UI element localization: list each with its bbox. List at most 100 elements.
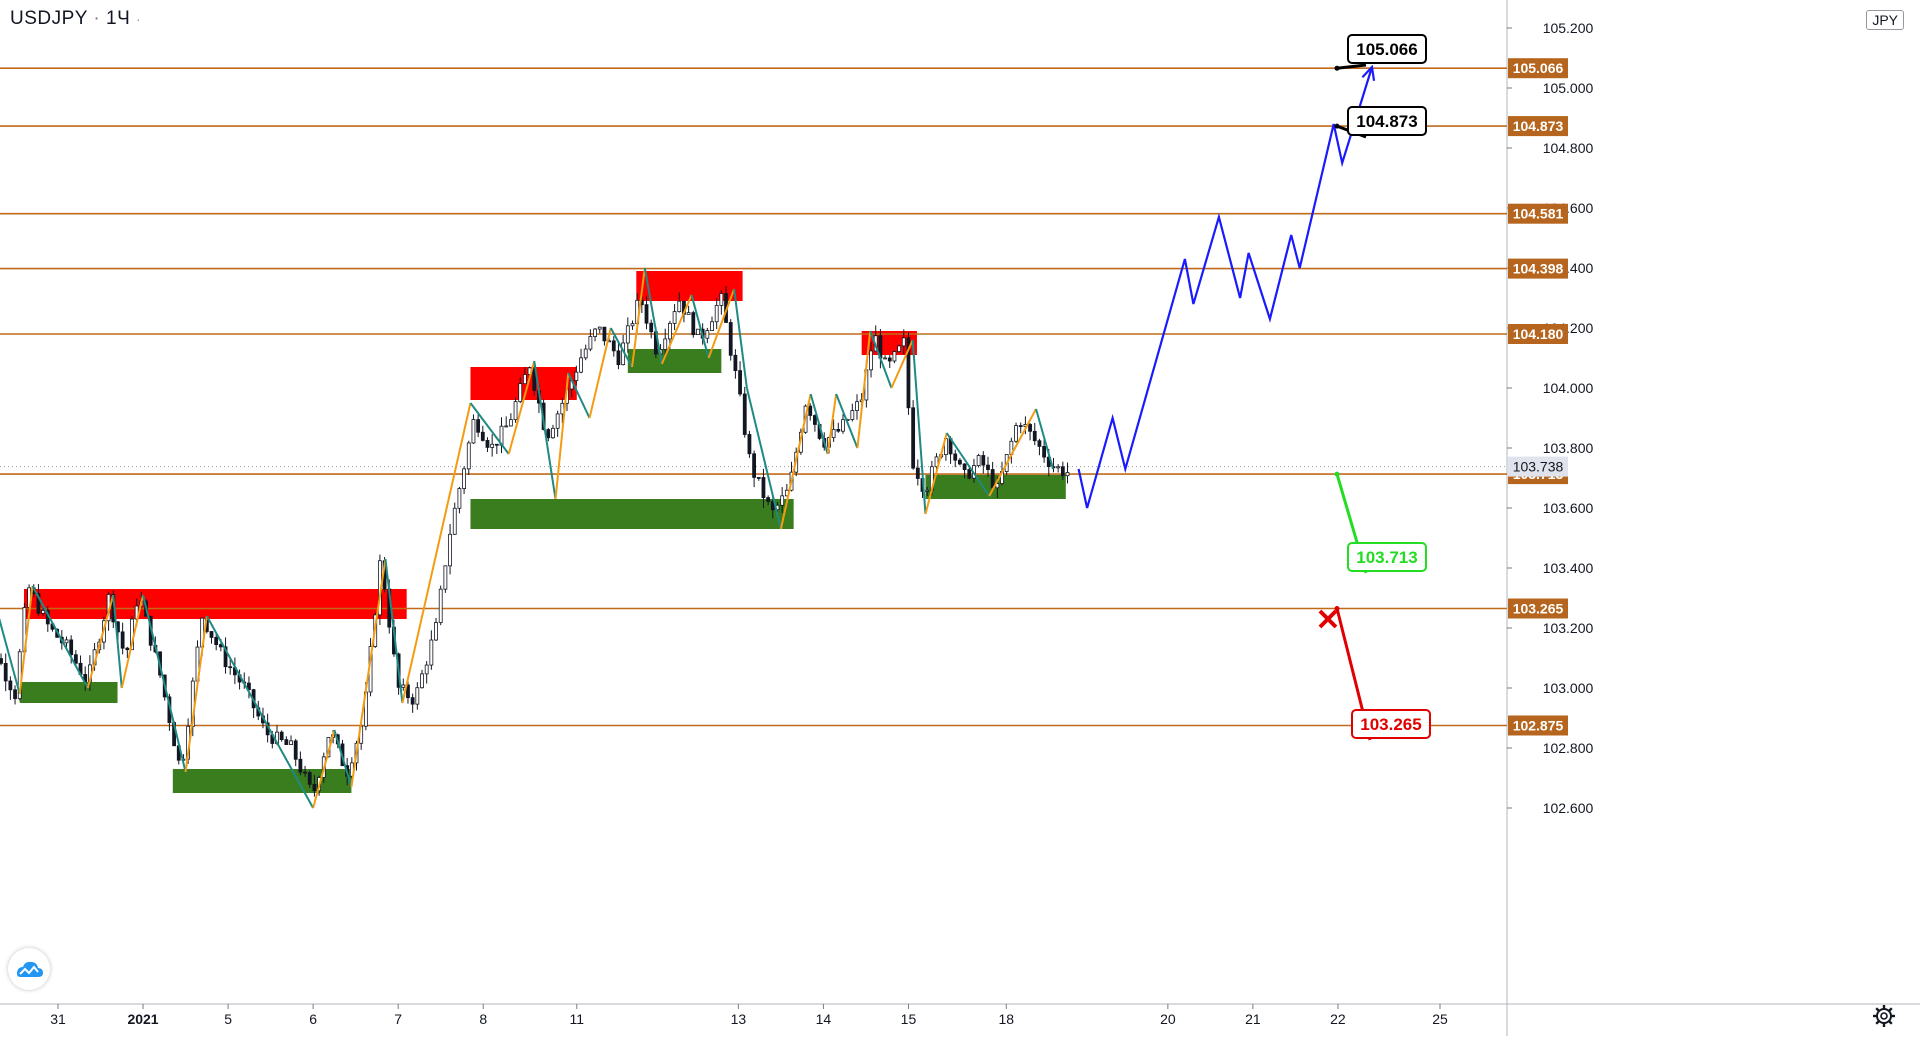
candle-body xyxy=(958,459,962,465)
callout-anchor-1 xyxy=(1334,123,1340,129)
y-tick-label: 103.400 xyxy=(1543,560,1594,576)
currency-badge[interactable]: JPY xyxy=(1866,10,1904,30)
candle-body xyxy=(663,338,668,350)
level-label-2: 104.581 xyxy=(1513,206,1564,222)
zigzag-segment xyxy=(609,327,633,368)
candle-body xyxy=(593,328,597,337)
zigzag-segment xyxy=(745,387,782,530)
candle-body xyxy=(761,477,766,498)
candle-body xyxy=(841,419,845,432)
candle-body xyxy=(298,758,303,773)
level-label-bg-3 xyxy=(1508,258,1568,279)
zigzag-segment xyxy=(869,330,893,389)
zigzag-segment xyxy=(0,617,21,695)
level-label-4: 104.180 xyxy=(1513,326,1564,342)
x-tick-label: 6 xyxy=(309,1011,317,1027)
level-label-bg-1 xyxy=(1508,116,1568,137)
candle-body xyxy=(457,488,462,509)
zigzag-segment xyxy=(733,288,748,389)
candle-body xyxy=(738,370,742,395)
x-tick-label: 25 xyxy=(1432,1011,1448,1027)
candle-body xyxy=(677,300,682,313)
candle-body xyxy=(714,305,719,323)
zigzag-segment xyxy=(401,402,472,704)
gear-icon[interactable] xyxy=(1872,1004,1896,1028)
candle-body xyxy=(892,351,897,362)
callout-label-1: 104.873 xyxy=(1356,112,1417,131)
candle-body xyxy=(990,469,995,489)
y-tick-label: 104.800 xyxy=(1543,140,1594,156)
candle-body xyxy=(836,428,841,432)
candle-body xyxy=(546,429,551,439)
zigzag-segment xyxy=(826,393,838,455)
zigzag-segment xyxy=(643,267,663,365)
candle-body xyxy=(897,345,902,352)
candle-body xyxy=(691,312,696,336)
level-label-bg-4 xyxy=(1508,324,1568,344)
candle-body xyxy=(625,325,630,344)
x-tick-label: 7 xyxy=(394,1011,402,1027)
x-tick-label: 20 xyxy=(1160,1011,1176,1027)
zigzag-segment xyxy=(588,327,612,419)
candle-body xyxy=(279,731,284,740)
level-label-7: 102.875 xyxy=(1513,718,1564,734)
candle-body xyxy=(1032,430,1037,442)
candle-body xyxy=(120,631,125,649)
candle-body xyxy=(401,684,406,688)
candle-body xyxy=(925,489,930,492)
zigzag-segment xyxy=(779,393,812,530)
candle-body xyxy=(901,337,906,347)
candle-body xyxy=(420,673,424,689)
price-axis-panel xyxy=(1507,0,1920,1036)
zigzag-segment xyxy=(631,267,646,368)
candle-body xyxy=(429,639,434,666)
x-tick-label: 11 xyxy=(570,1011,585,1027)
zigzag-segment xyxy=(945,432,991,497)
candle-body xyxy=(668,322,672,340)
demand-zone-4 xyxy=(470,499,794,529)
candle-body xyxy=(705,330,710,339)
candle-body xyxy=(869,350,873,371)
candle-body xyxy=(523,374,527,385)
level-label-0: 105.066 xyxy=(1513,60,1564,76)
candle-body xyxy=(611,340,616,352)
candle-body xyxy=(1042,446,1047,458)
candle-body xyxy=(8,680,13,691)
candle-body xyxy=(696,328,700,336)
zigzag-segment xyxy=(384,558,404,704)
y-tick-label: 103.800 xyxy=(1543,440,1594,456)
level-label-bg-6 xyxy=(1508,598,1568,619)
candle-body xyxy=(424,664,429,675)
callout-box-0 xyxy=(1347,34,1427,64)
candle-body xyxy=(887,357,892,362)
zigzag-segment xyxy=(142,594,187,773)
candle-body xyxy=(602,326,607,342)
candle-body xyxy=(597,326,602,330)
candle-body xyxy=(209,631,214,638)
candle-body xyxy=(1065,472,1070,477)
level-label-6: 103.265 xyxy=(1513,601,1564,617)
zigzag-segment xyxy=(31,585,89,689)
candle-body xyxy=(504,425,509,428)
candle-body xyxy=(747,434,752,455)
zigzag-segment xyxy=(911,339,927,515)
symbol-header[interactable]: USDJPY · 1Ч · xyxy=(10,8,141,30)
candle-body xyxy=(934,456,939,468)
candle-body xyxy=(513,401,518,421)
candle-body xyxy=(911,407,916,469)
candle-body xyxy=(850,410,855,420)
zigzag-segment xyxy=(567,372,591,419)
candle-body xyxy=(742,393,747,435)
candle-body xyxy=(583,348,588,359)
candle-body xyxy=(490,443,495,448)
tradingview-cloud-icon[interactable] xyxy=(8,948,50,990)
candle-body xyxy=(532,367,537,391)
candle-body xyxy=(1060,466,1065,477)
candle-body xyxy=(962,463,967,470)
candle-body xyxy=(443,565,448,590)
x-tick-label: 5 xyxy=(224,1011,232,1027)
candle-body xyxy=(410,697,415,705)
candle-body xyxy=(719,293,724,306)
